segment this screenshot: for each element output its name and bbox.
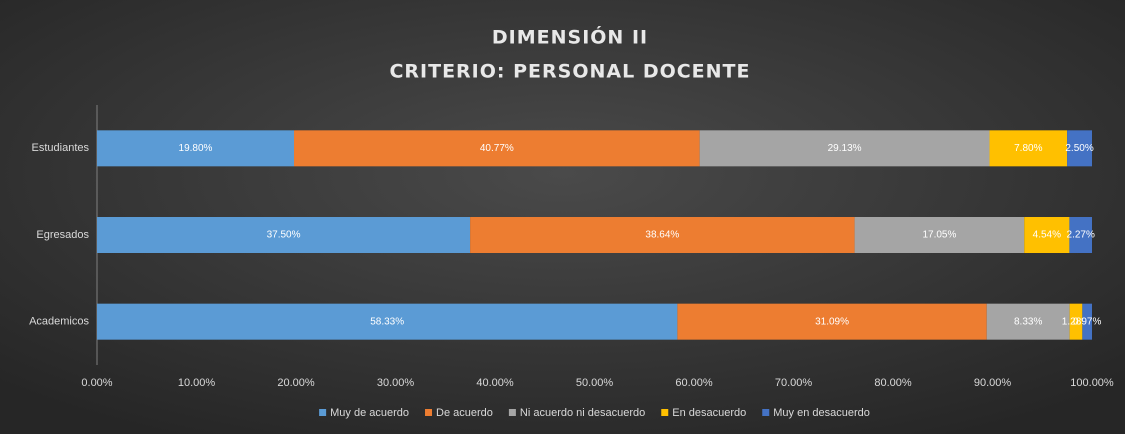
data-label: 0.97% xyxy=(1073,316,1101,327)
x-tick-label: 50.00% xyxy=(576,377,614,389)
bar-segment xyxy=(1082,303,1092,340)
bar-segment xyxy=(97,217,471,253)
x-tick-label: 70.00% xyxy=(775,377,813,389)
bar-segment xyxy=(1069,217,1092,253)
y-tick-label: Egresados xyxy=(36,229,89,241)
bar-segment xyxy=(1024,217,1070,253)
x-tick-label: 30.00% xyxy=(377,377,415,389)
data-label: 7.80% xyxy=(1014,143,1042,154)
data-label: 38.64% xyxy=(645,230,679,241)
bar-segment xyxy=(1069,303,1083,340)
y-tick-label: Estudiantes xyxy=(32,142,90,154)
x-tick-label: 40.00% xyxy=(476,377,514,389)
legend-swatch xyxy=(425,409,433,416)
x-tick-label: 10.00% xyxy=(178,377,216,389)
bar-segment xyxy=(97,130,295,167)
data-label: 2.27% xyxy=(1067,230,1095,241)
bar-segment xyxy=(97,303,678,340)
bar-segment xyxy=(986,303,1070,340)
y-tick-label: Academicos xyxy=(29,316,89,328)
legend-label: Muy en desacuerdo xyxy=(773,407,870,419)
x-tick-label: 90.00% xyxy=(974,377,1012,389)
legend-swatch xyxy=(762,409,770,416)
data-label: 19.80% xyxy=(179,143,213,154)
bar-segment xyxy=(989,130,1068,167)
data-label: 58.33% xyxy=(370,316,404,327)
data-label: 1.28% xyxy=(1062,316,1090,327)
legend-swatch xyxy=(319,409,327,416)
legend-label: En desacuerdo xyxy=(672,407,746,419)
bar-segment xyxy=(699,130,990,167)
chart-title: DIMENSIÓN II xyxy=(492,25,648,49)
bar-segment xyxy=(1067,130,1092,167)
bar-segment xyxy=(677,303,987,340)
legend-label: Ni acuerdo ni desacuerdo xyxy=(520,407,645,419)
data-label: 2.50% xyxy=(1065,143,1093,154)
data-label: 17.05% xyxy=(922,230,956,241)
legend-label: Muy de acuerdo xyxy=(330,407,409,419)
x-tick-label: 60.00% xyxy=(675,377,713,389)
x-tick-label: 100.00% xyxy=(1070,377,1114,389)
data-label: 4.54% xyxy=(1033,230,1061,241)
chart-subtitle: CRITERIO: PERSONAL DOCENTE xyxy=(389,61,750,83)
x-tick-label: 20.00% xyxy=(277,377,315,389)
data-label: 40.77% xyxy=(480,143,514,154)
bar-segment xyxy=(470,217,855,253)
bar-segment xyxy=(854,217,1025,253)
bar-segment xyxy=(294,130,700,167)
data-label: 31.09% xyxy=(815,316,849,327)
data-label: 37.50% xyxy=(267,230,301,241)
legend-swatch xyxy=(661,409,669,416)
legend-swatch xyxy=(508,409,516,416)
x-tick-label: 0.00% xyxy=(81,377,112,389)
x-tick-label: 80.00% xyxy=(874,377,912,389)
data-label: 8.33% xyxy=(1014,316,1042,327)
legend-label: De acuerdo xyxy=(436,407,493,419)
data-label: 29.13% xyxy=(828,143,862,154)
